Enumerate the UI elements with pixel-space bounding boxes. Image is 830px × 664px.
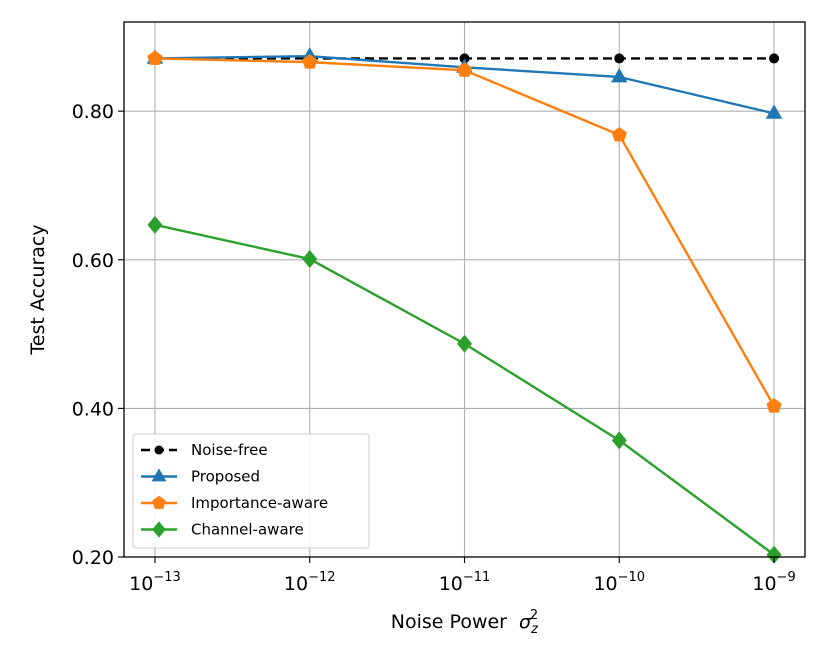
x-tick-exponent: −10: [618, 570, 645, 585]
data-point: [302, 250, 318, 269]
x-tick-exponent: −13: [153, 570, 180, 585]
x-tick-label: 10−12: [284, 570, 336, 595]
y-tick-label: 0.60: [72, 250, 114, 272]
data-point: [457, 334, 472, 353]
x-axis-label-superscript: 2: [530, 608, 538, 623]
data-point: [765, 104, 783, 119]
x-tick-label: 10−13: [129, 570, 181, 595]
x-tick-label: 10−9: [752, 570, 795, 595]
x-axis-label-subscript: z: [530, 622, 539, 637]
x-tick-exponent: −11: [463, 570, 490, 585]
data-point: [456, 62, 473, 77]
ticks: 10−13 10−12 10−11 10−10 10−90.200.400.600.80: [72, 101, 796, 595]
x-axis-label-symbol: σ: [519, 611, 532, 633]
x-tick-base: 10: [593, 573, 617, 595]
data-point: [614, 53, 625, 64]
legend-label: Noise-free: [191, 441, 268, 459]
x-tick-label: 10−10: [593, 570, 645, 595]
data-point: [611, 126, 627, 142]
x-axis-label: Noise Power σz2: [391, 608, 539, 637]
legend-marker: [154, 445, 164, 455]
x-tick-base: 10: [284, 573, 308, 595]
data-point: [610, 67, 628, 83]
series-importance-aware: [147, 50, 782, 413]
x-tick-base: 10: [129, 573, 153, 595]
data-point: [147, 50, 163, 65]
legend-entry: Noise-free: [141, 441, 268, 459]
legend-entry: Channel-aware: [141, 521, 304, 539]
series-channel-aware: [147, 215, 782, 564]
x-tick-base: 10: [752, 573, 776, 595]
legend-marker: [152, 495, 166, 509]
legend-box: [132, 433, 370, 549]
data-point: [611, 431, 627, 450]
x-tick-exponent: −9: [777, 570, 796, 585]
data-point: [766, 398, 782, 413]
legend-entry: Importance-aware: [141, 494, 328, 512]
legend-entry: Proposed: [141, 468, 260, 486]
y-axis-label: Test Accuracy: [27, 224, 49, 355]
legend-label: Channel-aware: [191, 521, 304, 539]
x-axis-label-text: Noise Power: [391, 611, 507, 633]
legend-label: Proposed: [191, 468, 260, 486]
data-point: [766, 545, 782, 564]
data-point: [769, 53, 780, 64]
data-point: [302, 54, 318, 69]
y-tick-label: 0.40: [72, 398, 114, 420]
y-tick-label: 0.80: [72, 101, 114, 123]
legend-label: Importance-aware: [191, 494, 328, 512]
legend-marker: [151, 468, 167, 482]
legend: Noise-free Proposed Importance-aware Channe…: [132, 433, 370, 549]
x-tick-label: 10−11: [439, 570, 491, 595]
axis-labels: Noise Power σz2 Test Accuracy: [27, 224, 539, 637]
data-point: [147, 215, 163, 234]
x-tick-base: 10: [439, 573, 463, 595]
legend-marker: [152, 521, 166, 538]
x-tick-exponent: −12: [308, 570, 335, 585]
series-layer: [146, 47, 783, 564]
y-tick-label: 0.20: [72, 547, 114, 569]
